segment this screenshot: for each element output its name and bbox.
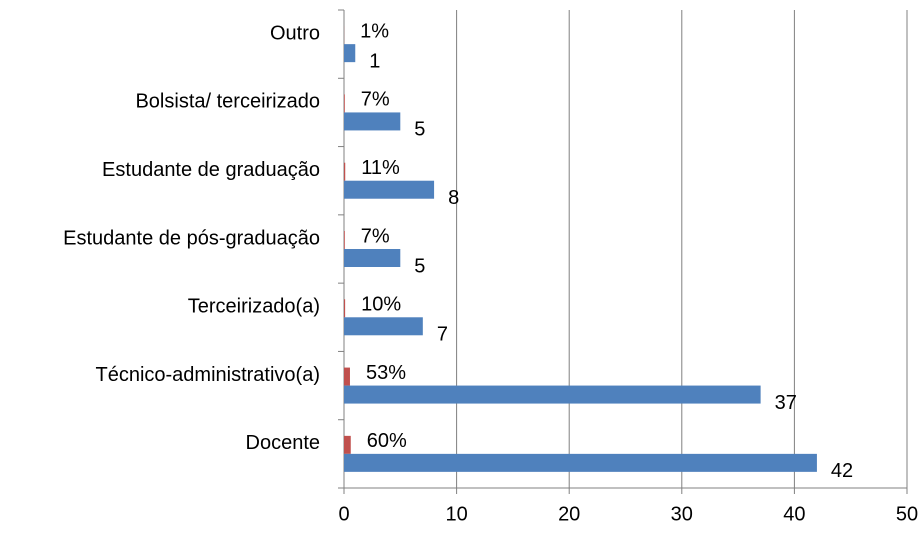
x-tick-label: 20 (558, 503, 580, 525)
data-label: 42 (831, 460, 853, 482)
data-label: 7% (361, 225, 390, 247)
data-label: 37 (775, 392, 797, 414)
y-tick-label: Docente (246, 432, 321, 454)
data-label: 11% (361, 157, 400, 179)
bar (344, 385, 761, 404)
data-label: 1% (360, 20, 389, 42)
y-tick-label: Terceirizado(a) (188, 296, 320, 318)
x-tick-label: 10 (445, 503, 467, 525)
y-tick-label: Técnico-administrativo(a) (95, 364, 320, 386)
bar (344, 249, 401, 267)
x-tick-label: 40 (783, 503, 805, 525)
y-tick-label: Outro (270, 22, 320, 44)
bar (344, 94, 345, 113)
data-label: 53% (366, 362, 406, 384)
x-tick-label: 0 (338, 503, 349, 525)
bar (344, 231, 345, 249)
data-label: 60% (367, 430, 407, 452)
x-tick-label: 30 (671, 503, 693, 525)
bar (344, 317, 423, 336)
x-tick-label: 50 (896, 503, 918, 525)
data-label: 7% (361, 89, 390, 111)
bar (344, 112, 401, 131)
bar (344, 180, 435, 199)
y-tick-label: Estudante de pós-graduação (63, 227, 320, 249)
data-label: 5 (414, 255, 425, 277)
data-label: 8 (448, 187, 459, 209)
bar (344, 453, 817, 472)
bar (344, 44, 356, 63)
data-label: 5 (414, 119, 425, 141)
data-label: 7 (437, 324, 448, 346)
bar (344, 162, 346, 181)
data-label: 1 (369, 50, 380, 72)
bar (344, 299, 346, 318)
y-tick-label: Bolsista/ terceirizado (135, 91, 320, 113)
data-label: 10% (361, 294, 401, 316)
bar (344, 435, 351, 454)
y-tick-label: Estudante de graduação (102, 159, 320, 181)
bar (344, 367, 350, 386)
